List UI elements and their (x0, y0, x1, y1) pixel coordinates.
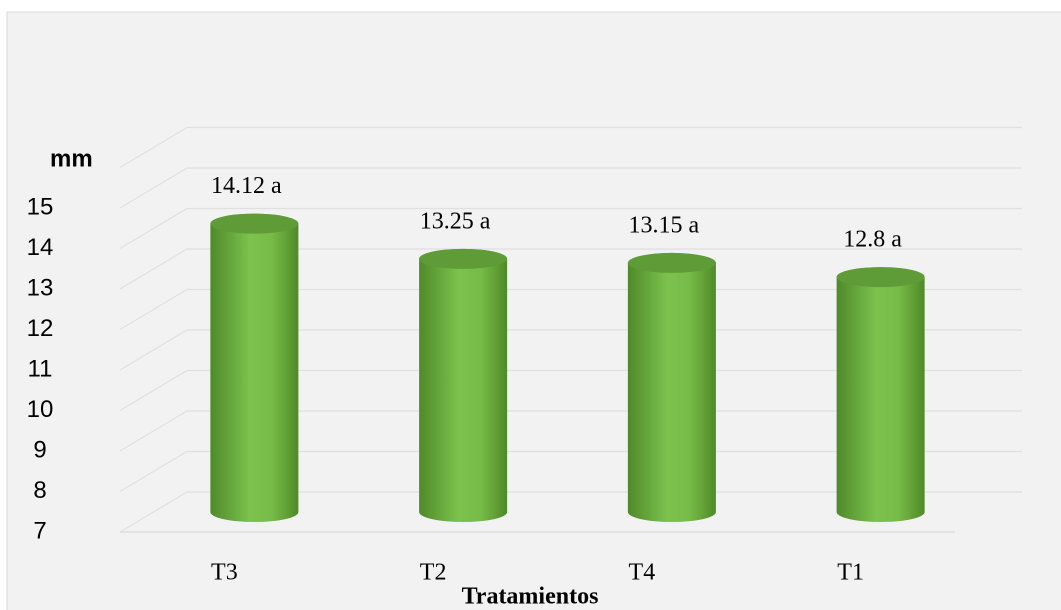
grid-line (119, 329, 1022, 371)
y-tick-label: 8 (33, 477, 46, 504)
y-tick-label: 14 (27, 234, 54, 261)
grid-line (119, 410, 1022, 452)
y-tick-label: 11 (28, 355, 53, 382)
y-tick-label: 9 (33, 436, 46, 463)
x-tick-label: T1 (837, 560, 864, 586)
value-label: 12.8 a (843, 227, 902, 253)
value-label: 14.12 a (211, 173, 282, 199)
bar-top (836, 267, 925, 288)
grid-line (119, 450, 1022, 493)
y-axis-title: mm (50, 145, 93, 172)
grid-line (119, 248, 1022, 290)
grid-line (119, 207, 1022, 250)
grid-line (119, 288, 1022, 331)
bar (627, 252, 716, 522)
x-axis-title: Tratamientos (462, 584, 599, 610)
bar (210, 213, 299, 522)
bar (419, 248, 508, 522)
x-tick-label: T4 (629, 560, 656, 586)
y-tick-label: 10 (27, 396, 54, 423)
bar-top (419, 248, 508, 269)
y-tick-label: 12 (27, 315, 54, 342)
y-tick-label: 13 (27, 274, 54, 301)
x-tick-label: T3 (211, 560, 238, 586)
x-tick-label: T2 (420, 560, 447, 586)
value-label: 13.15 a (629, 212, 700, 238)
bar-top (627, 252, 716, 273)
grid-line (119, 491, 1022, 533)
bar (836, 267, 925, 522)
value-label: 13.25 a (420, 208, 491, 234)
y-tick-label: 15 (27, 193, 54, 220)
y-tick-label: 7 (33, 517, 46, 544)
grid-line (119, 167, 1022, 209)
bar-top (210, 213, 299, 234)
grid-line (119, 369, 1022, 412)
grid-line (119, 126, 1022, 169)
